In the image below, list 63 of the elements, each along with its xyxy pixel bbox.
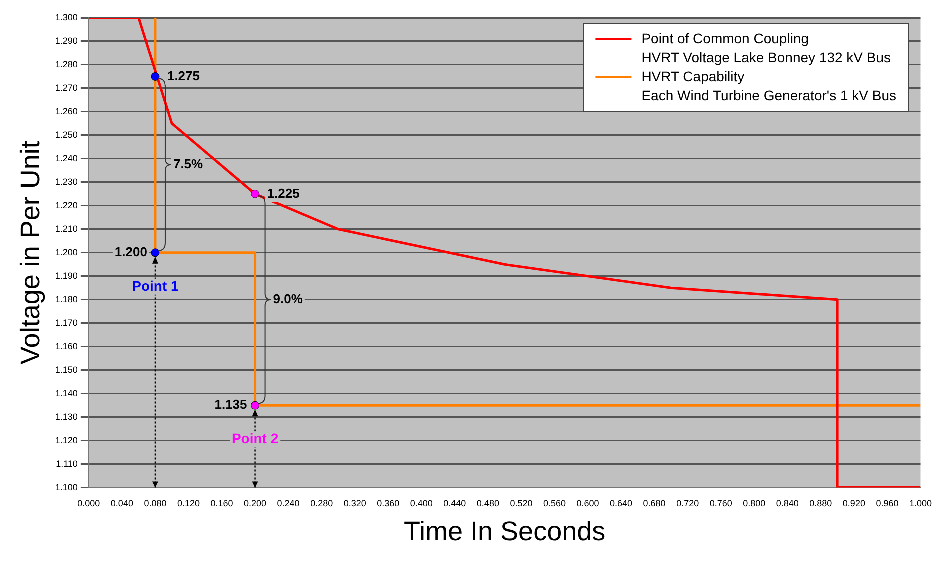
x-tick-label: 0.200 <box>244 498 267 509</box>
annotation: 9.0% <box>273 291 304 306</box>
x-tick-label: 0.360 <box>377 498 400 509</box>
y-axis-title: Voltage in Per Unit <box>16 140 46 365</box>
x-tick-label: 0.520 <box>510 498 533 509</box>
data-label: 1.200 <box>114 244 148 260</box>
y-tick-label: 1.200 <box>55 247 78 258</box>
annotation: 7.5% <box>173 156 204 172</box>
x-tick-label: 0.920 <box>842 498 866 509</box>
y-tick-label: 1.290 <box>55 36 78 46</box>
x-tick-label: 0.800 <box>743 498 766 509</box>
y-tick-label: 1.140 <box>55 388 78 398</box>
x-tick-label: 0.720 <box>676 498 700 509</box>
x-tick-label: 0.840 <box>776 498 799 509</box>
legend-label: Point of Common Coupling HVRT Voltage Lake Bonney 132 kV Bus <box>642 30 892 66</box>
y-tick-label: 1.170 <box>55 318 78 328</box>
text: Point 1 <box>132 278 180 294</box>
point <box>151 72 160 81</box>
x-tick-label: 0.600 <box>576 498 600 509</box>
x-tick-label: 0.080 <box>144 498 167 509</box>
x-tick-label: 0.040 <box>110 498 134 509</box>
y-tick-label: 1.280 <box>55 59 78 70</box>
y-tick-label: 1.180 <box>55 294 78 304</box>
x-axis-title: Time In Seconds <box>404 516 606 546</box>
y-tick-label: 1.130 <box>55 412 78 422</box>
y-tick-label: 1.300 <box>55 12 78 22</box>
y-tick-label: 1.230 <box>55 176 78 187</box>
y-tick-label: 1.210 <box>55 224 78 234</box>
x-tick-label: 0.400 <box>410 498 433 509</box>
x-tick-label: 0.880 <box>810 498 832 509</box>
point <box>251 401 260 410</box>
y-tick-label: 1.110 <box>56 458 78 469</box>
x-tick-label: 0.440 <box>444 498 466 509</box>
x-tick-label: 0.760 <box>710 498 732 509</box>
y-tick-label: 1.120 <box>55 435 78 446</box>
x-tick-label: 0.680 <box>643 498 666 509</box>
x-tick-label: 0.560 <box>543 498 566 509</box>
x-tick-label: 0.120 <box>177 498 200 509</box>
data-label: 1.275 <box>167 68 200 84</box>
x-tick-label: 0.280 <box>310 498 334 509</box>
y-tick-label: 1.160 <box>55 341 78 352</box>
y-tick-label: 1.270 <box>55 82 78 93</box>
x-tick-label: 0.640 <box>610 498 633 509</box>
y-tick-label: 1.250 <box>55 130 78 140</box>
x-tick-label: 0.160 <box>210 498 234 509</box>
x-tick-label: 0.000 <box>78 498 100 509</box>
x-tick-label: 1.000 <box>909 498 932 509</box>
y-tick-label: 1.150 <box>55 364 78 375</box>
x-tick-label: 0.960 <box>876 498 899 509</box>
legend-label: HVRT Capability Each Wind Turbine Generator's 1 kV Bus <box>642 68 896 104</box>
y-tick-label: 1.240 <box>55 153 78 164</box>
data-label: 1.225 <box>267 186 300 201</box>
y-tick-label: 1.260 <box>55 106 78 116</box>
point <box>151 248 160 258</box>
y-tick-label: 1.220 <box>55 200 78 210</box>
y-tick-label: 1.190 <box>55 270 78 281</box>
point <box>251 190 260 198</box>
x-tick-label: 0.240 <box>277 498 300 509</box>
data-label: 1.135 <box>214 397 248 412</box>
text: Point 2 <box>232 430 279 446</box>
x-tick-label: 0.480 <box>476 498 500 509</box>
y-tick-label: 1.100 <box>55 482 78 492</box>
x-tick-label: 0.320 <box>344 498 366 509</box>
